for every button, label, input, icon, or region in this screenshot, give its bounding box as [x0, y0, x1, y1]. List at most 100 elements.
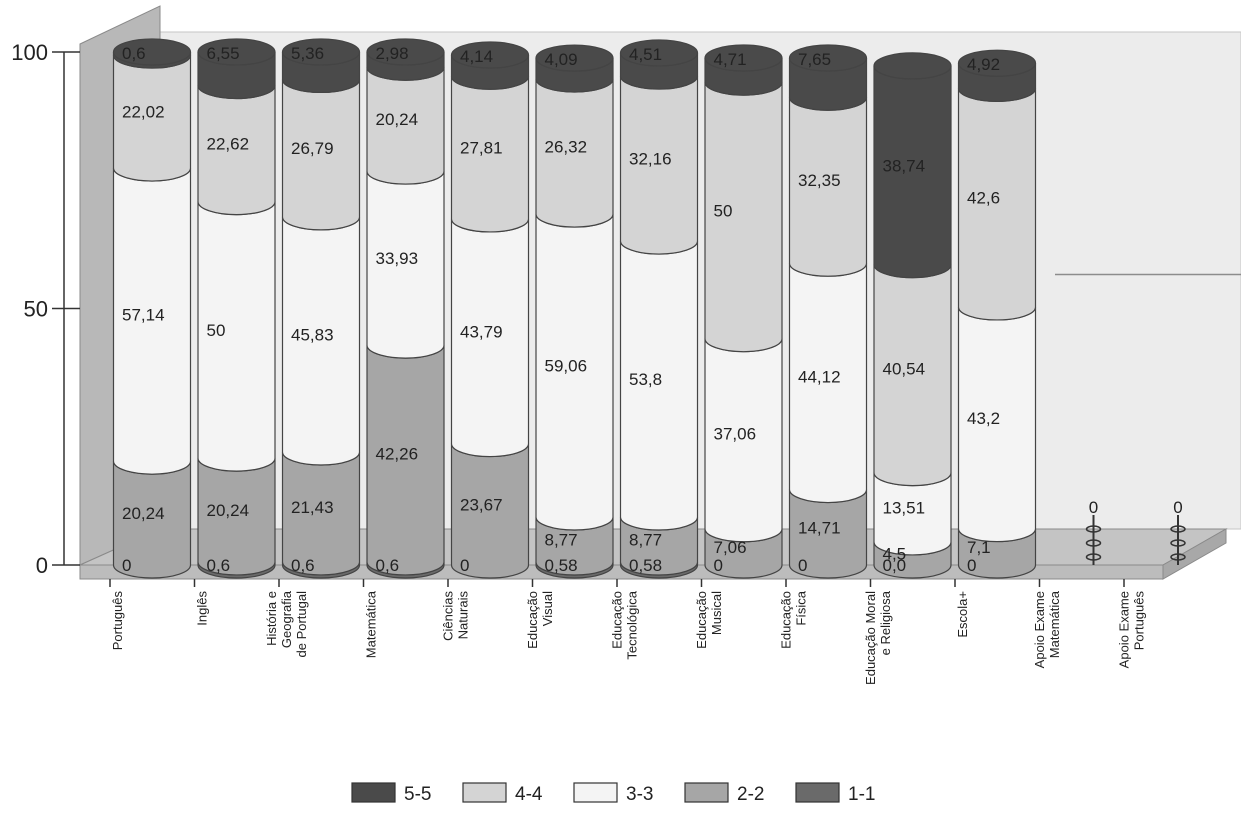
- legend-swatch: [573, 782, 618, 803]
- data-label: 0,58: [629, 556, 662, 575]
- data-label: 0: [460, 556, 469, 575]
- legend-label: 3-3: [626, 784, 653, 805]
- y-tick-label: 100: [11, 40, 48, 65]
- category-label: Educação Tecnológica: [610, 590, 640, 659]
- category-label: Apoio Exame Matemática: [1032, 590, 1062, 668]
- data-label: 27,81: [460, 139, 503, 158]
- data-label: 6,55: [207, 44, 240, 63]
- data-label: 0: [714, 556, 723, 575]
- legend-label: 4-4: [515, 784, 543, 805]
- data-label: 43,2: [967, 409, 1000, 428]
- bar-top-cap: [788, 44, 868, 72]
- category-label: Educação Visual: [525, 591, 555, 649]
- data-label: 0,6: [376, 556, 400, 575]
- category-label-line: Educação: [525, 591, 540, 649]
- data-label: 20,24: [207, 501, 250, 520]
- data-label: 53,8: [629, 370, 662, 389]
- bar-top-cap: [619, 39, 699, 67]
- category-label-line: Matemática: [364, 590, 379, 658]
- category-label-line: Educação: [610, 591, 625, 649]
- data-label: 26,79: [291, 139, 334, 158]
- data-label: 14,71: [798, 518, 841, 537]
- category-label-line: Geografia: [279, 590, 294, 648]
- data-label: 4,71: [714, 50, 747, 69]
- data-label: 42,6: [967, 189, 1000, 208]
- data-label: 4,51: [629, 45, 662, 64]
- legend-swatch: [351, 782, 396, 803]
- zero-marker-ring: [1085, 539, 1102, 547]
- data-label: 4,5: [883, 544, 907, 563]
- category-label-line: Apoio Exame: [1117, 591, 1132, 668]
- bar-top-cap: [450, 41, 530, 69]
- category-label: Matemática: [364, 590, 379, 658]
- category-label: Educação Moral e Religiosa: [863, 590, 893, 685]
- data-label: 7,06: [714, 538, 747, 557]
- category-label-line: Visual: [540, 591, 555, 626]
- bar-top-cap: [535, 44, 614, 72]
- data-label: 32,35: [798, 171, 841, 190]
- data-label: 13,51: [883, 498, 926, 517]
- data-label: 0,0: [883, 556, 907, 575]
- zero-marker-ring: [1085, 553, 1102, 561]
- data-label: 21,43: [291, 498, 334, 517]
- zero-marker-ring: [1170, 553, 1186, 561]
- y-tick-label: 0: [36, 553, 48, 578]
- data-label: 0,6: [207, 556, 231, 575]
- data-label: 42,26: [376, 445, 419, 464]
- category-label-line: Apoio Exame: [1032, 591, 1047, 668]
- data-label: 50: [714, 201, 733, 220]
- data-label: 57,14: [122, 306, 165, 325]
- data-label: 32,16: [629, 150, 672, 169]
- data-label: 22,62: [207, 135, 250, 154]
- category-label-line: História e: [264, 591, 279, 646]
- floor-side-edge: [1162, 528, 1227, 580]
- data-label: 0: [122, 556, 131, 575]
- data-label: 0: [798, 556, 807, 575]
- category-label-line: de Portugal: [294, 591, 309, 658]
- category-label: Apoio Exame Português: [1117, 591, 1147, 669]
- category-label-line: Naturais: [456, 591, 471, 640]
- data-label: 4,14: [460, 47, 493, 66]
- category-label-line: Musical: [709, 591, 724, 635]
- data-label: 20,24: [376, 110, 419, 129]
- data-label: 40,54: [883, 360, 926, 379]
- data-label: 33,93: [376, 249, 419, 268]
- legend-label: 1-1: [848, 784, 875, 805]
- data-label: 7,65: [798, 50, 831, 69]
- data-label: 26,32: [545, 138, 588, 157]
- category-label: Educação Musical: [694, 591, 724, 649]
- zero-marker-ring: [1170, 525, 1186, 533]
- data-label: 0: [1089, 498, 1098, 517]
- data-label: 8,77: [629, 531, 662, 550]
- bar-top-cap: [197, 38, 276, 66]
- bar-top-cap: [112, 38, 192, 66]
- category-label-line: Português: [110, 591, 125, 651]
- data-label: 45,83: [291, 325, 334, 344]
- legend-label: 2-2: [737, 784, 764, 805]
- bar-top-cap: [704, 44, 783, 72]
- data-label: 7,1: [967, 538, 991, 557]
- data-label: 0: [967, 556, 976, 575]
- data-label: 2,98: [376, 44, 409, 63]
- bar-top-cap: [873, 52, 952, 80]
- category-label-line: Escola+: [955, 591, 970, 638]
- category-label-line: Educação Moral: [863, 591, 878, 685]
- data-label: 22,02: [122, 103, 165, 122]
- data-label: 23,67: [460, 495, 503, 514]
- data-label: 59,06: [545, 357, 588, 376]
- category-label-line: Física: [794, 590, 809, 625]
- zero-marker-ring: [1085, 525, 1102, 533]
- category-label: Ciências Naturais: [441, 591, 471, 641]
- category-label-line: e Religiosa: [878, 590, 893, 655]
- category-label-line: Tecnológica: [625, 590, 640, 659]
- data-label: 4,92: [967, 55, 1000, 74]
- data-label: 38,74: [883, 156, 926, 175]
- data-label: 0,6: [291, 556, 315, 575]
- category-label-line: Educação: [779, 591, 794, 649]
- data-label: 43,79: [460, 322, 503, 341]
- data-label: 50: [207, 321, 226, 340]
- category-label: Educação Física: [779, 590, 809, 649]
- data-label: 37,06: [714, 425, 757, 444]
